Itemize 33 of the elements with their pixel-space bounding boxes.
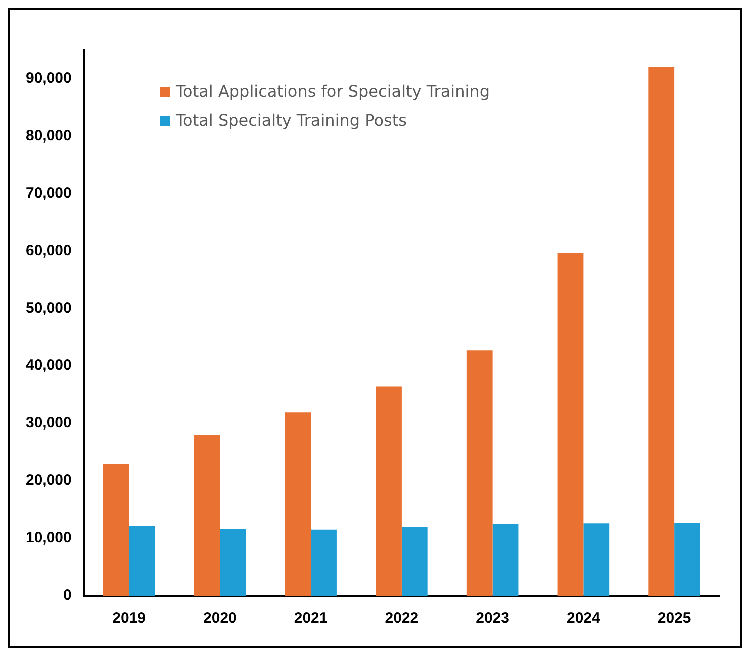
x-tick-label: 2021 xyxy=(294,610,328,628)
bar xyxy=(648,67,675,596)
bar xyxy=(220,529,246,596)
bar xyxy=(584,524,610,596)
bar xyxy=(311,530,337,596)
y-tick-label: 10,000 xyxy=(26,530,72,547)
bar xyxy=(194,435,220,596)
x-tick-label: 2019 xyxy=(112,610,146,628)
x-tick-label: 2025 xyxy=(658,610,692,628)
bar xyxy=(674,523,700,596)
y-tick-label: 90,000 xyxy=(26,70,72,87)
bar xyxy=(376,386,402,596)
bar xyxy=(103,464,130,596)
bar xyxy=(558,253,584,596)
y-tick-label: 50,000 xyxy=(26,300,72,317)
y-tick-label: 80,000 xyxy=(26,127,72,144)
bar xyxy=(402,527,428,596)
y-tick-label: 60,000 xyxy=(26,242,72,260)
y-tick-label: 70,000 xyxy=(26,184,72,202)
y-tick-label: 0 xyxy=(64,587,72,604)
legend-label: Total Specialty Training Posts xyxy=(176,111,407,130)
x-tick-label: 2024 xyxy=(567,610,602,628)
x-tick-label: 2022 xyxy=(385,610,419,628)
y-tick-label: 20,000 xyxy=(26,472,72,490)
y-tick-label: 40,000 xyxy=(26,357,72,374)
legend-label: Total Applications for Specialty Training xyxy=(176,82,490,101)
bar xyxy=(492,524,519,596)
bar xyxy=(466,350,493,596)
x-tick-label: 2020 xyxy=(204,610,237,628)
x-tick-label: 2023 xyxy=(476,610,510,628)
bar xyxy=(285,412,312,596)
bar xyxy=(129,526,156,596)
y-tick-label: 30,000 xyxy=(26,414,72,432)
